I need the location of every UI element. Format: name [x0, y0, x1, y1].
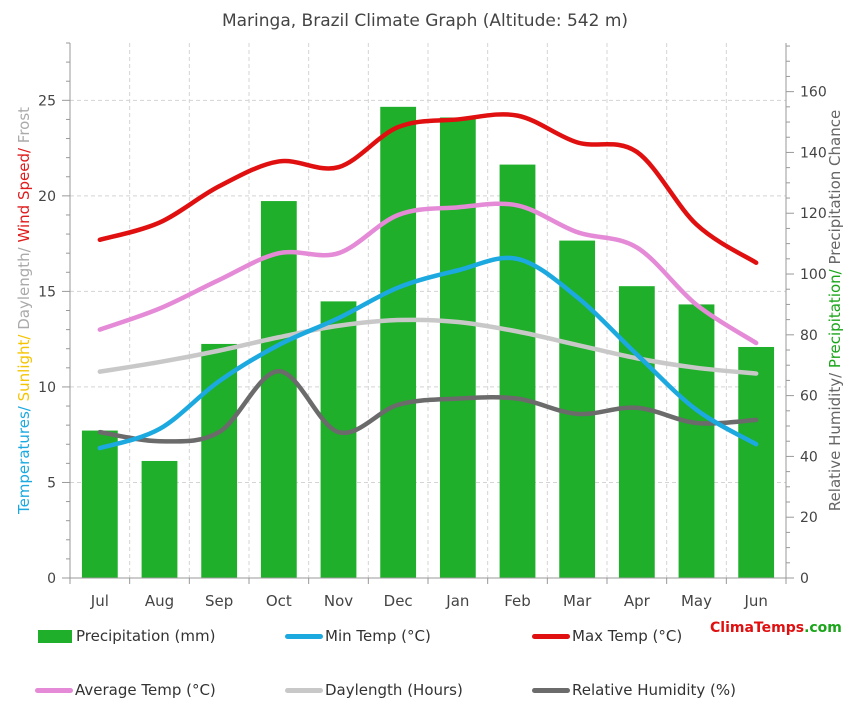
x-axis-category-label: Sep — [205, 592, 233, 610]
legend-swatch-max-temp — [532, 633, 570, 639]
right-axis-tick-label: 40 — [800, 449, 818, 465]
x-axis-category-label: Mar — [563, 592, 592, 610]
legend-label-min-temp: Min Temp (°C) — [325, 627, 431, 645]
x-axis-category-label: Jul — [90, 592, 109, 610]
right-axis-title-part: Relative Humidity/ — [826, 372, 844, 511]
legend-precipitation: Precipitation (mm) — [38, 627, 215, 645]
left-axis-title: Temperatures/ Sunlight/ Daylength/ Wind … — [15, 107, 33, 515]
left-axis-title-part: Temperatures/ — [15, 405, 33, 515]
left-axis-title-part: Daylength/ — [15, 246, 33, 334]
legend-max-temp: Max Temp (°C) — [532, 627, 682, 645]
left-axis-tick-label: 10 — [38, 380, 56, 396]
x-axis-category-label: Oct — [266, 592, 292, 610]
left-axis-title-part: Sunlight/ — [15, 334, 33, 407]
legend-swatch-daylength — [285, 687, 323, 693]
precipitation-bar — [499, 164, 536, 578]
left-axis-tick-label: 15 — [38, 284, 56, 300]
right-axis-tick-label: 0 — [800, 571, 809, 587]
legend-label-precipitation: Precipitation (mm) — [76, 627, 216, 645]
right-axis-title-part: Precipitation Chance — [826, 110, 844, 269]
right-axis-title-part: Precipitation/ — [826, 268, 844, 373]
x-axis-category-label: Jun — [743, 592, 767, 610]
precipitation-bars — [81, 106, 775, 579]
precipitation-bar — [559, 240, 596, 579]
brand-part-2: Temps — [753, 620, 805, 636]
relative-humidity-line — [97, 369, 759, 444]
precipitation-bar — [738, 346, 775, 578]
legend-swatch-min-temp — [285, 633, 323, 639]
right-axis-tick-label: 60 — [800, 389, 818, 405]
legend-min-temp: Min Temp (°C) — [285, 627, 431, 645]
precipitation-bar — [320, 301, 357, 578]
right-axis-tick-label: 120 — [800, 206, 827, 222]
min-temp-line — [97, 255, 759, 451]
legend-label-humidity: Relative Humidity (%) — [572, 681, 736, 699]
legend-average-temp: Average Temp (°C) — [35, 681, 216, 699]
right-axis-tick-label: 160 — [800, 85, 827, 101]
right-axis-tick-label: 20 — [800, 510, 818, 526]
axes: 0 5 10 15 20 25 0 20 40 60 80 100 120 140 160 Jul Aug Sep… — [15, 42, 844, 610]
precipitation-bar — [141, 460, 178, 578]
legend-swatch-humidity — [532, 687, 570, 693]
brand-logo[interactable]: ClimaTemps.com — [710, 620, 842, 636]
legend-label-max-temp: Max Temp (°C) — [572, 627, 683, 645]
left-axis-title-part: Frost — [15, 107, 33, 148]
line-series — [97, 112, 759, 451]
precipitation-bar — [81, 430, 118, 578]
x-axis-category-label: Nov — [324, 592, 353, 610]
precipitation-bar — [618, 286, 655, 578]
x-axis-category-label: Apr — [624, 592, 651, 610]
legend-label-daylength: Daylength (Hours) — [325, 681, 463, 699]
left-axis-title-part: Wind Speed/ — [15, 147, 33, 247]
left-axis-tick-label: 5 — [47, 475, 56, 491]
chart-title: Maringa, Brazil Climate Graph (Altitude:… — [222, 11, 628, 31]
precipitation-bar — [439, 117, 476, 579]
legend-label-average-temp: Average Temp (°C) — [75, 681, 216, 699]
right-axis-tick-label: 100 — [800, 267, 827, 283]
precipitation-bar — [380, 106, 417, 578]
precipitation-bar — [678, 304, 715, 578]
left-axis-tick-label: 0 — [47, 571, 56, 587]
x-axis-category-label: Aug — [145, 592, 174, 610]
legend-swatch-precipitation — [38, 629, 72, 643]
brand-part-1: Clima — [710, 620, 754, 636]
precipitation-bar — [260, 201, 297, 578]
brand-part-3: .com — [804, 620, 842, 636]
left-axis-tick-label: 20 — [38, 189, 56, 205]
max-temp-line — [97, 112, 759, 265]
legend-swatch-average-temp — [35, 687, 73, 693]
legend-humidity: Relative Humidity (%) — [532, 681, 736, 699]
legend-daylength: Daylength (Hours) — [285, 681, 463, 699]
left-axis-tick-label: 25 — [38, 93, 56, 109]
x-axis-category-label: Jan — [445, 592, 469, 610]
right-axis-tick-label: 140 — [800, 145, 827, 161]
x-axis-category-label: Feb — [504, 592, 531, 610]
x-axis-category-label: Dec — [384, 592, 413, 610]
right-axis-tick-label: 80 — [800, 328, 818, 344]
x-axis-category-label: May — [681, 592, 712, 610]
right-axis-title: Relative Humidity/ Precipitation/ Precip… — [826, 110, 844, 511]
average-temp-line — [97, 201, 759, 346]
